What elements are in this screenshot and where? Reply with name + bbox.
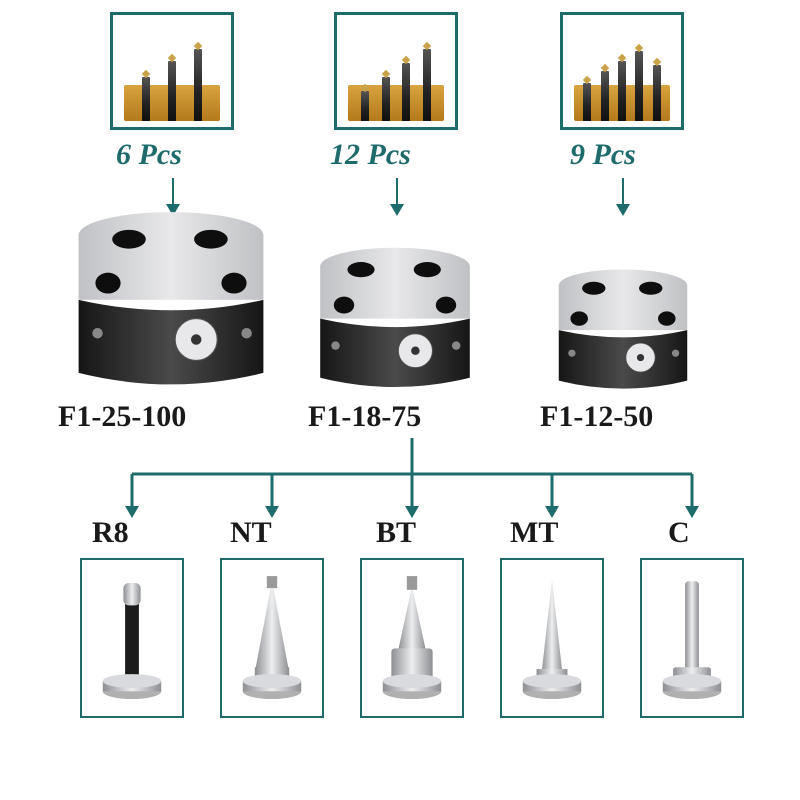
shank-label: BT (376, 516, 416, 550)
boring-head-label: F1-25-100 (58, 400, 186, 434)
boring-head-label: F1-12-50 (540, 400, 653, 434)
shank-box (80, 558, 184, 718)
arrow-line (396, 178, 398, 206)
shank-box (500, 558, 604, 718)
arrowhead-icon (390, 204, 404, 216)
boring-head (66, 210, 276, 398)
shank-label: MT (510, 516, 558, 550)
shank-label: R8 (92, 516, 129, 550)
boring-head (550, 268, 696, 398)
toolset-box (334, 12, 458, 130)
shank-box (220, 558, 324, 718)
toolset-box (560, 12, 684, 130)
shank-box (360, 558, 464, 718)
arrow-line (172, 178, 174, 206)
boring-head-label: F1-18-75 (308, 400, 421, 434)
toolset-box (110, 12, 234, 130)
toolset-label: 12 Pcs (330, 138, 411, 172)
arrowhead-icon (616, 204, 630, 216)
shank-box (640, 558, 744, 718)
arrow-line (622, 178, 624, 206)
shank-label: C (668, 516, 690, 550)
shank-label: NT (230, 516, 272, 550)
toolset-label: 6 Pcs (116, 138, 182, 172)
boring-head (310, 246, 480, 398)
toolset-label: 9 Pcs (570, 138, 636, 172)
